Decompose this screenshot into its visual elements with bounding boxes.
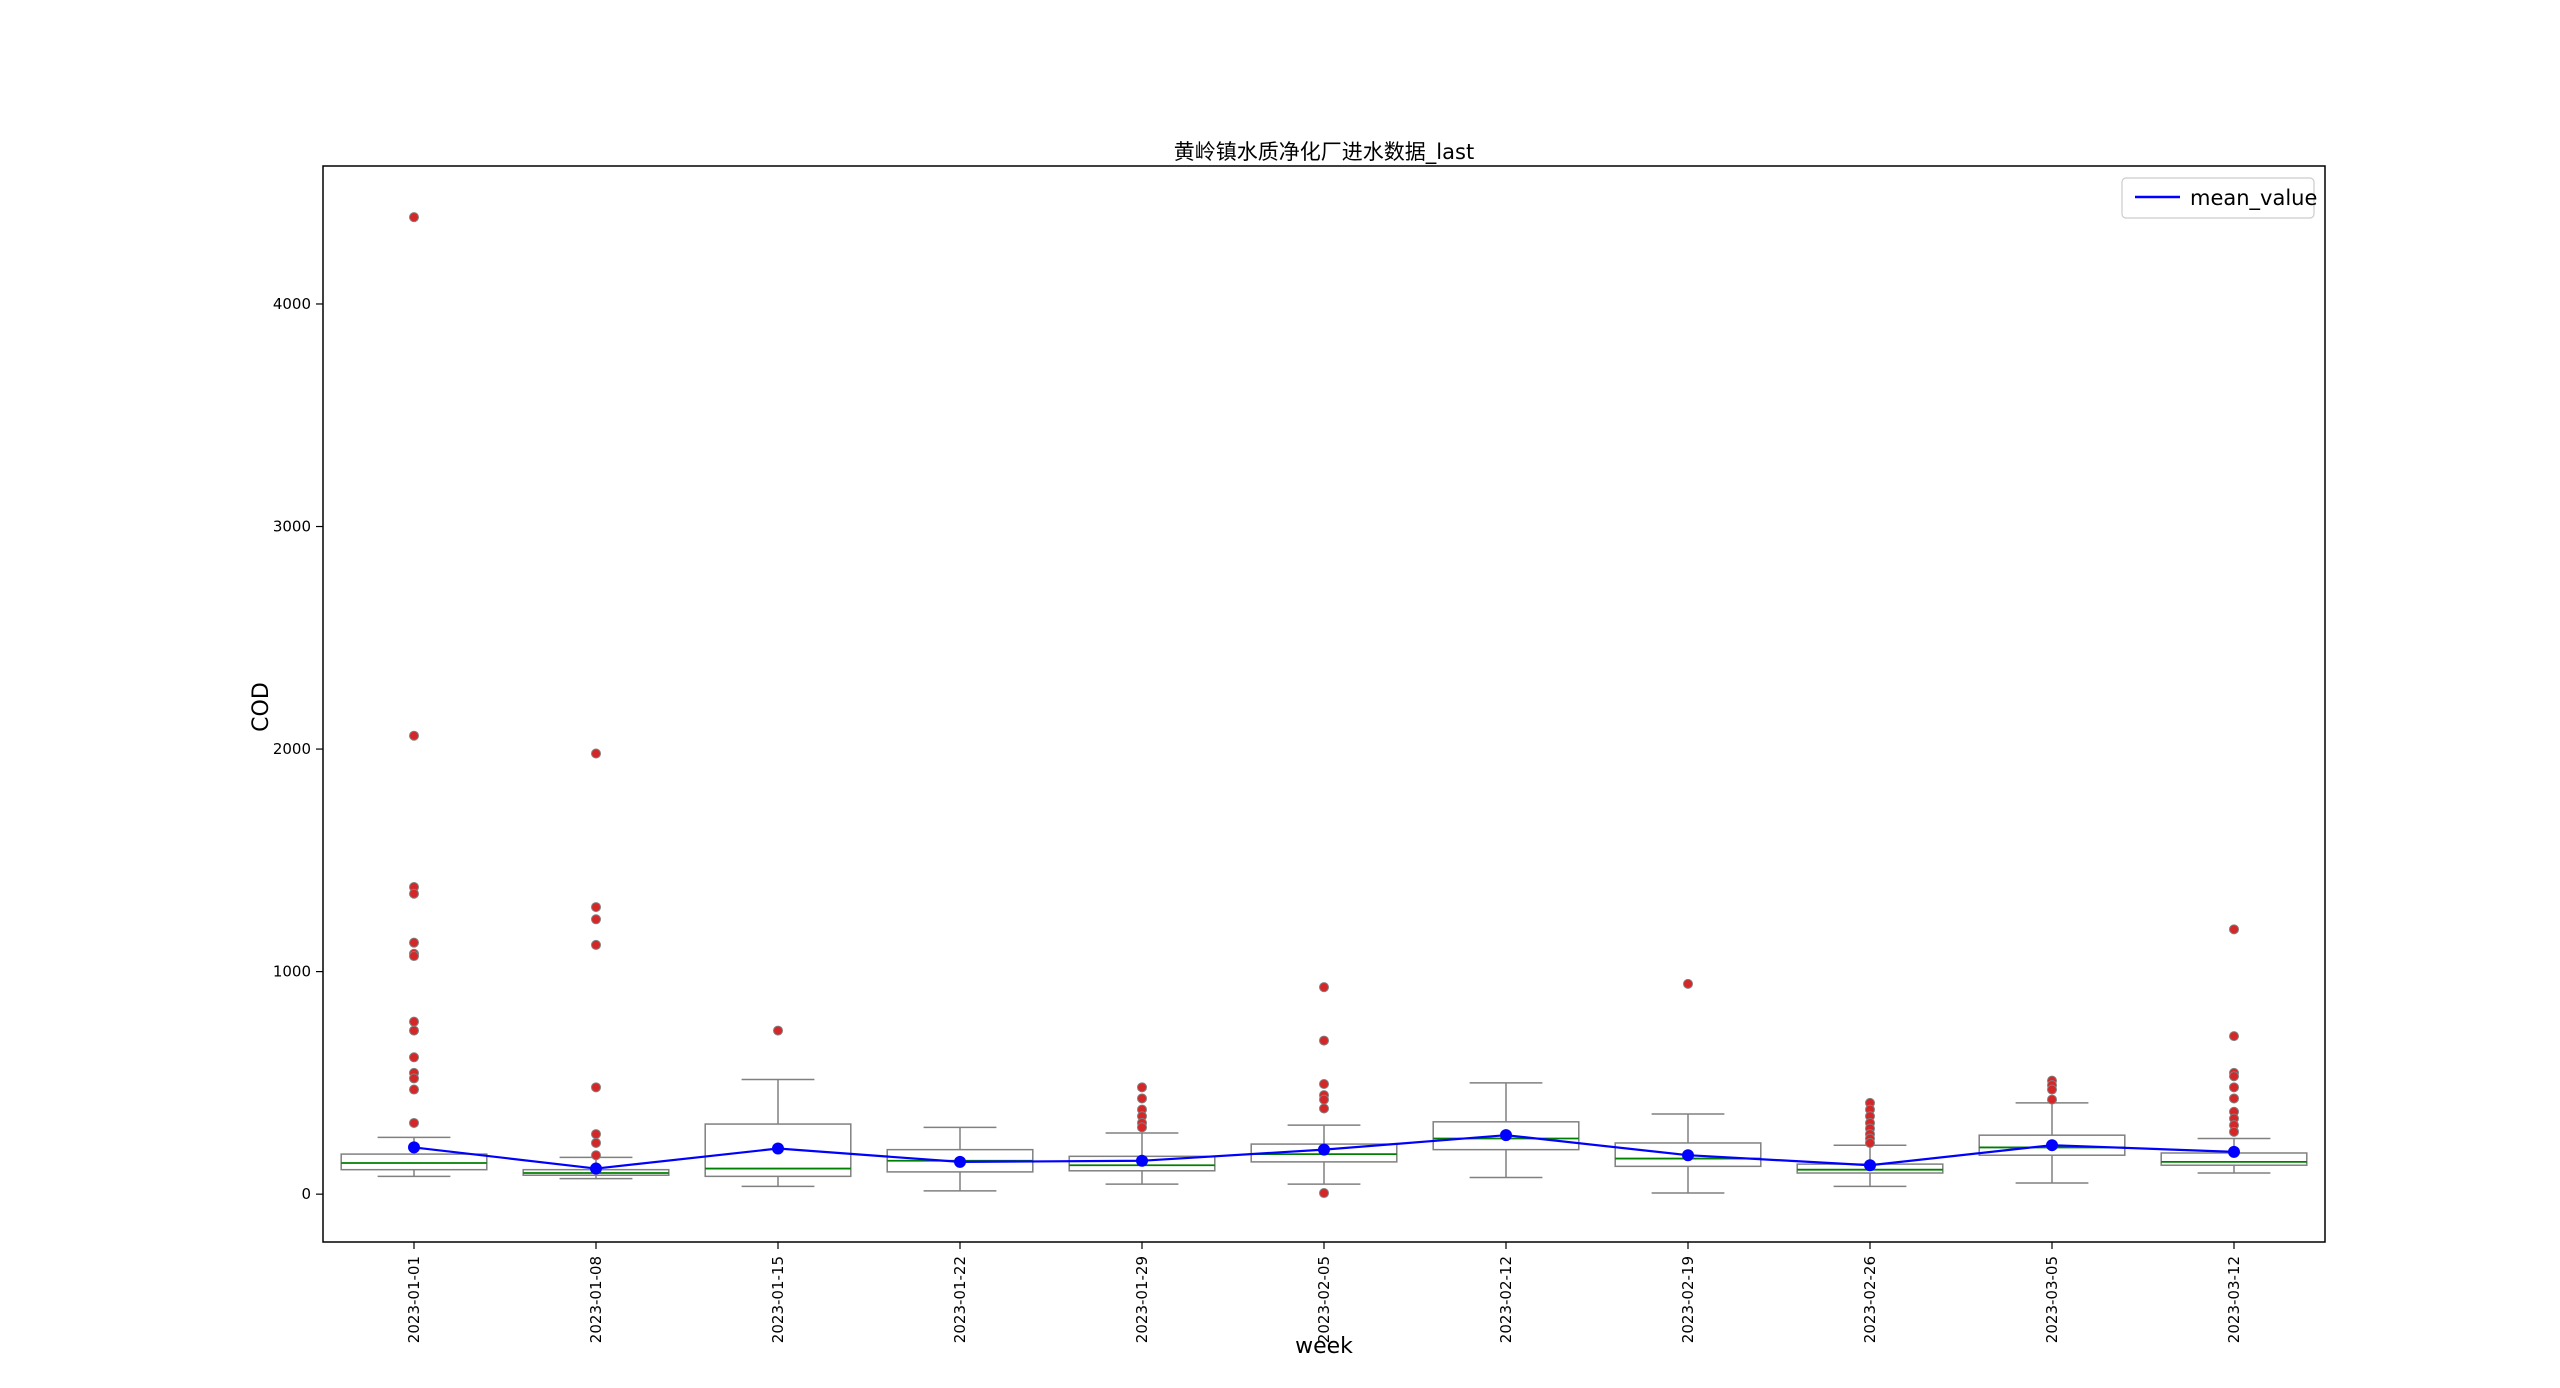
mean-value-point — [590, 1162, 602, 1175]
outlier-point — [591, 1150, 601, 1161]
legend: mean_value — [2121, 177, 2317, 219]
y-tick-label: 1000 — [273, 963, 311, 981]
outlier-point — [2229, 1126, 2239, 1137]
outlier-point — [1137, 1082, 1147, 1093]
outlier-point — [2047, 1094, 2057, 1105]
x-tick-label: 2023-02-26 — [1861, 1256, 1879, 1343]
outlier-point — [2229, 1031, 2239, 1042]
outlier-point — [2229, 1071, 2239, 1082]
outlier-point — [1865, 1137, 1875, 1148]
outlier-point — [591, 1129, 601, 1140]
mean-value-point — [408, 1141, 420, 1154]
plot-area — [340, 212, 2308, 1199]
mean-value-point — [772, 1142, 784, 1155]
outlier-point — [409, 212, 419, 223]
outlier-point — [409, 1073, 419, 1084]
outlier-point — [2229, 1082, 2239, 1093]
outlier-point — [591, 902, 601, 913]
x-tick-label: 2023-01-29 — [1133, 1256, 1151, 1343]
outlier-point — [1319, 1103, 1329, 1114]
x-axis-label: week — [1295, 1334, 1353, 1359]
x-tick-label: 2023-02-19 — [1679, 1256, 1697, 1343]
box-group — [340, 212, 488, 1178]
outlier-point — [409, 1052, 419, 1063]
outlier-point — [1319, 1188, 1329, 1199]
y-axis: 0 1000 2000 3000 4000 — [273, 295, 323, 1203]
outlier-point — [409, 730, 419, 741]
mean-value-point — [1864, 1159, 1876, 1172]
outlier-point — [1683, 978, 1693, 989]
box-group — [2160, 924, 2308, 1174]
outlier-point — [409, 888, 419, 899]
legend-frame — [2121, 177, 2315, 219]
outlier-point — [409, 937, 419, 948]
x-tick-label: 2023-01-15 — [769, 1256, 787, 1343]
outlier-point — [591, 914, 601, 925]
x-tick-label: 2023-01-01 — [405, 1256, 423, 1343]
x-tick-label: 2023-02-12 — [1497, 1256, 1515, 1343]
outlier-point — [1319, 1094, 1329, 1105]
outlier-point — [591, 939, 601, 950]
outlier-point — [591, 1137, 601, 1148]
outlier-point — [409, 1084, 419, 1095]
y-tick-label: 2000 — [273, 740, 311, 758]
x-tick-label: 2023-03-05 — [2043, 1256, 2061, 1343]
chart-title: 黄岭镇水质净化厂进水数据_last — [1174, 140, 1474, 165]
x-tick-label: 2023-01-22 — [951, 1256, 969, 1343]
mean-value-point — [1136, 1154, 1148, 1167]
outlier-point — [409, 1025, 419, 1036]
y-tick-label: 0 — [301, 1185, 311, 1203]
outlier-point — [1319, 1035, 1329, 1046]
outlier-point — [2229, 924, 2239, 935]
outlier-point — [2047, 1084, 2057, 1095]
y-tick-label: 4000 — [273, 295, 311, 313]
y-tick-label: 3000 — [273, 518, 311, 536]
mean-value-point — [1682, 1149, 1694, 1162]
outlier-point — [773, 1025, 783, 1036]
outlier-point — [591, 748, 601, 759]
outlier-point — [409, 1016, 419, 1027]
outlier-point — [2229, 1093, 2239, 1104]
mean-value-point — [954, 1155, 966, 1168]
mean-value-point — [1500, 1129, 1512, 1142]
x-tick-label: 2023-02-05 — [1315, 1256, 1333, 1343]
box — [340, 1153, 488, 1171]
outlier-point — [1319, 982, 1329, 993]
outlier-point — [591, 1082, 601, 1093]
legend-entry-mean-value: mean_value — [2190, 186, 2317, 211]
box-group — [1614, 978, 1762, 1194]
mean-value-point — [2046, 1139, 2058, 1152]
x-tick-label: 2023-03-12 — [2225, 1256, 2243, 1343]
y-axis-label: COD — [249, 682, 274, 732]
mean-value-point — [1318, 1143, 1330, 1156]
box-group — [1250, 982, 1398, 1199]
x-tick-label: 2023-01-08 — [587, 1256, 605, 1343]
mean-value-point — [2228, 1145, 2240, 1158]
outlier-point — [409, 1117, 419, 1128]
outlier-point — [409, 951, 419, 962]
outlier-point — [1137, 1122, 1147, 1133]
outlier-point — [1137, 1093, 1147, 1104]
x-axis: 2023-01-01 2023-01-08 2023-01-15 2023-01-22… — [405, 1242, 2243, 1343]
outlier-point — [1319, 1078, 1329, 1089]
